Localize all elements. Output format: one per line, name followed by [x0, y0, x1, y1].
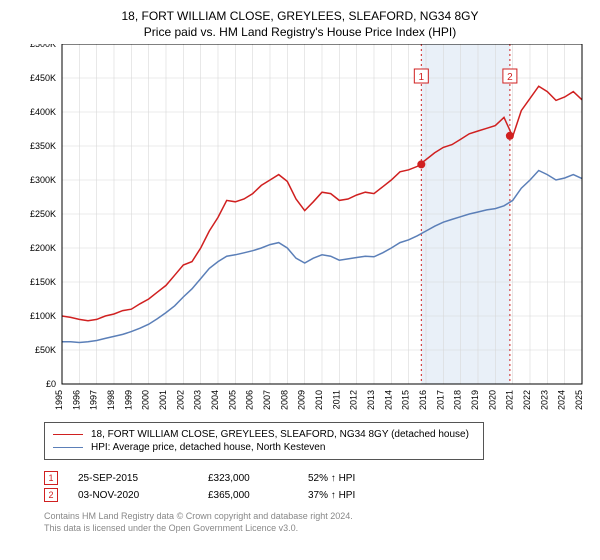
- svg-text:2001: 2001: [158, 390, 168, 410]
- svg-text:£0: £0: [46, 379, 56, 389]
- svg-text:2015: 2015: [401, 390, 411, 410]
- svg-text:2018: 2018: [453, 390, 463, 410]
- svg-text:£250K: £250K: [30, 209, 56, 219]
- svg-text:2010: 2010: [314, 390, 324, 410]
- svg-text:£100K: £100K: [30, 311, 56, 321]
- svg-text:£200K: £200K: [30, 243, 56, 253]
- svg-text:£50K: £50K: [35, 345, 56, 355]
- event-pct: 37% ↑ HPI: [308, 490, 355, 501]
- svg-text:2021: 2021: [505, 390, 515, 410]
- svg-text:2006: 2006: [245, 390, 255, 410]
- svg-text:1997: 1997: [89, 390, 99, 410]
- svg-text:£500K: £500K: [30, 44, 56, 49]
- event-date: 25-SEP-2015: [78, 473, 188, 484]
- svg-text:2009: 2009: [297, 390, 307, 410]
- svg-text:1: 1: [419, 72, 425, 83]
- svg-text:2004: 2004: [210, 390, 220, 410]
- svg-text:1995: 1995: [54, 390, 64, 410]
- svg-text:2008: 2008: [279, 390, 289, 410]
- svg-text:£400K: £400K: [30, 107, 56, 117]
- svg-text:2014: 2014: [383, 390, 393, 410]
- svg-text:2013: 2013: [366, 390, 376, 410]
- svg-text:1999: 1999: [123, 390, 133, 410]
- svg-text:2019: 2019: [470, 390, 480, 410]
- event-marker-box: 2: [44, 488, 58, 502]
- svg-text:£300K: £300K: [30, 175, 56, 185]
- chart-title: 18, FORT WILLIAM CLOSE, GREYLEES, SLEAFO…: [10, 8, 590, 40]
- svg-text:2003: 2003: [193, 390, 203, 410]
- event-date: 03-NOV-2020: [78, 490, 188, 501]
- svg-text:2016: 2016: [418, 390, 428, 410]
- svg-text:2011: 2011: [331, 390, 341, 409]
- svg-text:2: 2: [507, 72, 513, 83]
- svg-text:2025: 2025: [574, 390, 584, 410]
- chart-area: £0 £50K £100K £150K £200K £250K £300K £350K £400…: [10, 44, 590, 416]
- title-line2: Price paid vs. HM Land Registry's House …: [10, 24, 590, 40]
- svg-text:1996: 1996: [71, 390, 81, 410]
- legend-swatch: [53, 447, 83, 448]
- svg-text:2012: 2012: [349, 390, 359, 410]
- footer-line1: Contains HM Land Registry data © Crown c…: [44, 511, 584, 523]
- footer-line2: This data is licensed under the Open Gov…: [44, 523, 584, 535]
- legend-label: 18, FORT WILLIAM CLOSE, GREYLEES, SLEAFO…: [91, 429, 469, 440]
- svg-text:1998: 1998: [106, 390, 116, 410]
- svg-text:£150K: £150K: [30, 277, 56, 287]
- svg-text:2024: 2024: [557, 390, 567, 410]
- event-price: £323,000: [208, 473, 288, 484]
- legend-swatch: [53, 434, 83, 435]
- event-row: 1 25-SEP-2015 £323,000 52% ↑ HPI: [44, 471, 584, 485]
- svg-text:£350K: £350K: [30, 141, 56, 151]
- svg-text:2005: 2005: [227, 390, 237, 410]
- legend-label: HPI: Average price, detached house, Nort…: [91, 442, 325, 453]
- legend-item: 18, FORT WILLIAM CLOSE, GREYLEES, SLEAFO…: [53, 429, 475, 440]
- svg-text:2002: 2002: [175, 390, 185, 410]
- events-table: 1 25-SEP-2015 £323,000 52% ↑ HPI 2 03-NOV-202…: [44, 468, 584, 505]
- svg-text:2000: 2000: [141, 390, 151, 410]
- svg-text:2022: 2022: [522, 390, 532, 410]
- svg-text:2020: 2020: [487, 390, 497, 410]
- svg-text:£450K: £450K: [30, 73, 56, 83]
- svg-text:2017: 2017: [435, 390, 445, 410]
- footer-attribution: Contains HM Land Registry data © Crown c…: [44, 511, 584, 534]
- legend: 18, FORT WILLIAM CLOSE, GREYLEES, SLEAFO…: [44, 422, 484, 460]
- svg-text:2007: 2007: [262, 390, 272, 410]
- line-chart: £0 £50K £100K £150K £200K £250K £300K £350K £400…: [10, 44, 590, 416]
- event-price: £365,000: [208, 490, 288, 501]
- event-pct: 52% ↑ HPI: [308, 473, 355, 484]
- svg-text:2023: 2023: [539, 390, 549, 410]
- title-line1: 18, FORT WILLIAM CLOSE, GREYLEES, SLEAFO…: [10, 8, 590, 24]
- event-marker-box: 1: [44, 471, 58, 485]
- legend-item: HPI: Average price, detached house, Nort…: [53, 442, 475, 453]
- event-row: 2 03-NOV-2020 £365,000 37% ↑ HPI: [44, 488, 584, 502]
